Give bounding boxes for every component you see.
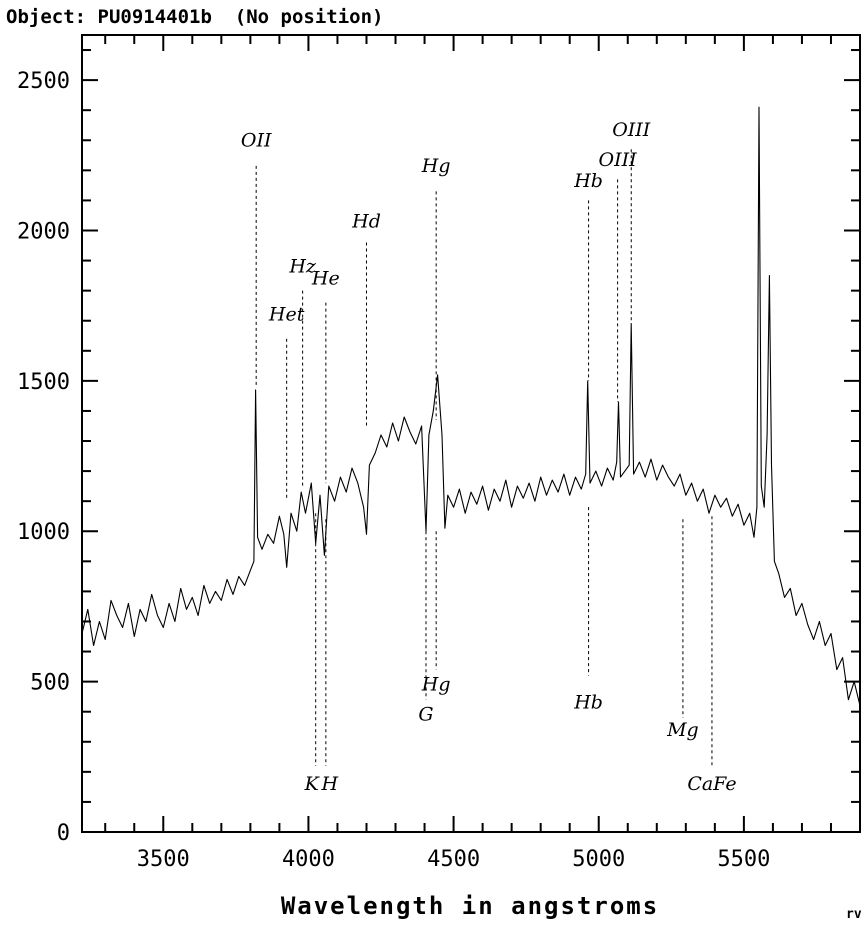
x-axis-label: Wavelength in angstroms [281, 892, 659, 920]
absorption-marker-label: G [418, 704, 433, 726]
x-tick-label: 5000 [572, 847, 625, 872]
axis-ticks [82, 35, 860, 832]
absorption-marker-label: Hb [573, 692, 603, 714]
y-tick-label: 1500 [17, 370, 70, 395]
absorption-marker-label: Mg [666, 719, 699, 741]
emission-marker-label: Hb [573, 170, 603, 192]
object-label: Object: PU0914401b (No position) [6, 6, 384, 28]
absorption-marker-label: CaFe [687, 773, 736, 795]
plot-frame [81, 34, 861, 833]
emission-marker-label: OIII [612, 119, 651, 141]
absorption-marker-label: Hg [421, 674, 451, 696]
emission-marker-label: Het [268, 304, 305, 326]
y-tick-label: 1000 [17, 520, 70, 545]
corner-mark: rv [846, 907, 862, 922]
x-tick-label: 4000 [282, 847, 335, 872]
y-tick-label: 2000 [17, 219, 70, 244]
absorption-marker-label: H [321, 773, 339, 795]
emission-marker-label: OIII [599, 149, 638, 171]
absorption-marker-label: K [304, 773, 321, 795]
emission-marker-label: Hd [351, 210, 381, 232]
y-tick-label: 0 [57, 821, 70, 846]
x-tick-label: 5500 [717, 847, 770, 872]
x-tick-label: 4500 [427, 847, 480, 872]
spectrum-line [81, 106, 861, 706]
emission-marker-label: Hg [421, 155, 451, 177]
emission-marker-label: OII [241, 129, 272, 151]
emission-marker-label: He [311, 268, 340, 290]
emission-marker-label: Hz [288, 256, 317, 278]
x-tick-label: 3500 [137, 847, 190, 872]
y-tick-label: 500 [30, 671, 70, 696]
y-tick-label: 2500 [17, 69, 70, 94]
axis-tick-labels: 3500 4000 4500 5000 5500 0 500 1000 1500 2000 2500 [17, 69, 770, 872]
